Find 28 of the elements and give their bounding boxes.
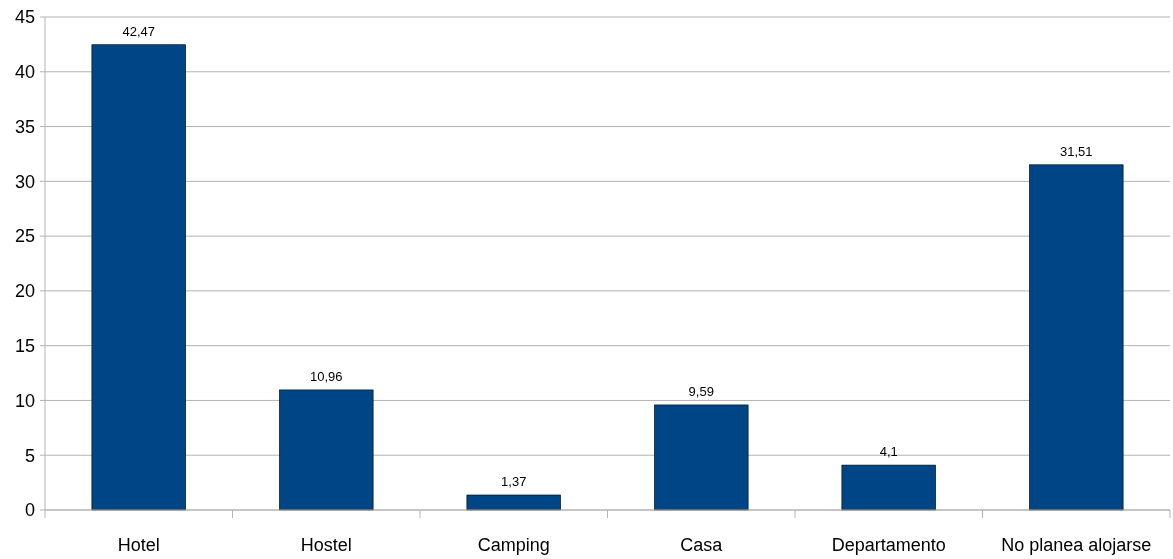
bar (1029, 164, 1124, 511)
bar (841, 464, 936, 511)
data-label: 42,47 (122, 23, 156, 39)
data-label: 10,96 (309, 368, 343, 384)
y-tick-label: 0 (24, 500, 35, 521)
data-label: 1,37 (501, 473, 527, 489)
bar (279, 389, 374, 511)
data-label: 9,59 (688, 383, 714, 399)
y-tick-label: 25 (14, 226, 35, 247)
y-tick-label: 20 (14, 281, 35, 302)
y-tick-label: 35 (14, 116, 35, 137)
x-tick-label: Camping (477, 535, 550, 555)
x-tick-label: Casa (680, 535, 724, 555)
data-label: 31,51 (1059, 143, 1093, 159)
y-tick-label: 10 (14, 390, 35, 411)
y-tick-label: 45 (14, 7, 35, 28)
y-tick-label: 5 (24, 445, 35, 466)
x-tick-label: Departamento (831, 535, 946, 555)
x-tick-label: No planea alojarse (1001, 535, 1152, 555)
data-label: 4,1 (879, 444, 898, 460)
y-tick-label: 40 (14, 62, 35, 83)
x-tick-label: Hotel (117, 535, 160, 555)
y-tick-label: 15 (14, 335, 35, 356)
bar (466, 494, 561, 511)
x-tick-label: Hostel (300, 535, 352, 555)
y-tick-label: 30 (14, 171, 35, 192)
bar (654, 404, 749, 511)
bar (91, 44, 186, 511)
